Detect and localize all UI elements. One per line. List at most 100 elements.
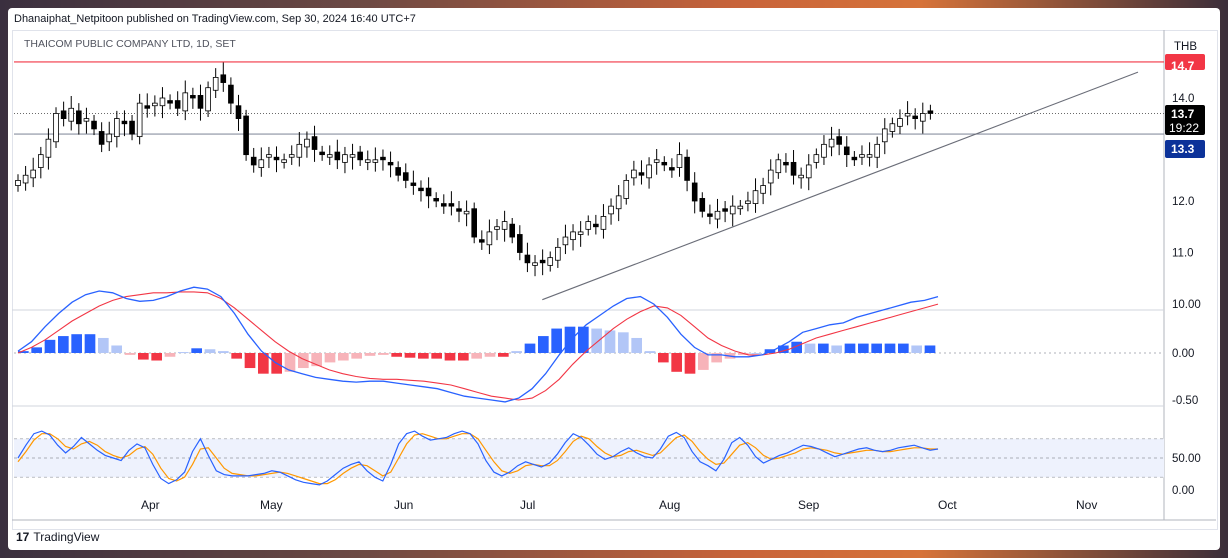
candle-body [669, 167, 675, 171]
macd-axis-ticks: 0.00 -0.50 [1172, 348, 1198, 407]
macd-pane [14, 286, 1164, 403]
trend-line [542, 71, 1139, 301]
candlestick-series [15, 62, 934, 277]
candle-body [623, 179, 630, 199]
candle-body [593, 223, 599, 228]
candle-body [836, 136, 842, 145]
candle-body [638, 172, 645, 176]
time-tick-label: Sep [798, 498, 820, 512]
candle-body [334, 151, 341, 161]
candle-body [357, 151, 363, 161]
candle-body [456, 208, 462, 212]
macd-histogram-bar [844, 343, 856, 353]
macd-tick-label: 0.00 [1172, 348, 1194, 360]
candle-body [486, 231, 493, 246]
macd-histogram-bar [164, 353, 176, 357]
tradingview-brand: TradingView [33, 530, 100, 544]
macd-histogram-bar [511, 351, 522, 353]
candle-body [775, 159, 782, 174]
macd-histogram-bar [498, 353, 509, 357]
macd-histogram-bar [178, 352, 189, 354]
macd-histogram-bar [218, 351, 229, 353]
candle-body [182, 92, 189, 112]
candle-body [494, 226, 500, 230]
candle-body [843, 146, 850, 156]
candle-body [555, 246, 561, 261]
macd-histogram-bar [751, 353, 762, 354]
macd-histogram-bar [298, 353, 309, 369]
time-tick-label: Nov [1076, 498, 1097, 512]
candle-body [174, 100, 181, 109]
macd-histogram-bar [658, 353, 669, 363]
stoch-tick-label: 0.00 [1172, 485, 1194, 497]
candle-body [479, 239, 485, 243]
candle-body [190, 95, 196, 99]
macd-histogram-bar [351, 353, 362, 359]
candle-body [912, 115, 918, 120]
stoch-tick-label: 50.00 [1172, 453, 1201, 465]
candle-body [608, 205, 614, 215]
candle-body [402, 172, 409, 181]
candle-body [676, 154, 683, 168]
candle-body [471, 208, 477, 238]
macd-histogram-bar [44, 339, 56, 353]
candle-body [615, 195, 622, 210]
macd-histogram-bar [418, 353, 429, 359]
candle-body [60, 110, 67, 119]
candle-body [517, 234, 523, 253]
candle-body [866, 154, 873, 158]
candle-body [874, 143, 880, 158]
candle-body [364, 159, 371, 163]
macd-histogram-bar [551, 328, 562, 353]
candle-body [387, 161, 394, 166]
candle-body [699, 198, 706, 212]
macd-histogram-bar [444, 353, 456, 361]
candle-body [752, 190, 759, 204]
macd-histogram-bar [818, 343, 829, 353]
candle-body [813, 154, 820, 163]
macd-histogram-bar [578, 326, 589, 353]
candle-body [532, 262, 538, 266]
macd-histogram-bar [804, 343, 816, 353]
candle-body [114, 118, 120, 138]
macd-histogram-bar [711, 353, 722, 363]
candle-body [745, 200, 751, 204]
macd-histogram-bar [671, 353, 682, 372]
candle-body [661, 161, 668, 166]
candle-body [881, 128, 888, 143]
stoch-axis-ticks: 50.00 0.00 [1172, 453, 1201, 497]
candle-body [729, 205, 736, 215]
candle-body [288, 154, 295, 158]
candle-body [380, 156, 386, 161]
price-chart-svg[interactable]: THB 14.013.012.011.010.00 0.00-0.50 50.0… [8, 8, 1220, 550]
candle-body [577, 231, 584, 235]
macd-histogram-bar [831, 345, 842, 353]
candle-body [228, 84, 234, 104]
candle-body [919, 113, 926, 122]
svg-text:19:22: 19:22 [1169, 121, 1199, 135]
candle-body [98, 131, 105, 145]
candle-body [395, 167, 401, 176]
candle-body [653, 159, 660, 163]
candle-body [798, 174, 804, 179]
candle-body [342, 154, 348, 163]
price-tick-label: 12.0 [1172, 196, 1194, 208]
candle-body [600, 216, 607, 230]
candle-body [167, 100, 173, 104]
candle-body [129, 120, 135, 135]
candle-body [22, 174, 29, 184]
macd-histogram-bar [151, 353, 162, 361]
candle-body [250, 156, 257, 166]
macd-histogram-bar [431, 353, 442, 359]
chart-area[interactable] [12, 30, 1218, 530]
candle-body [767, 169, 774, 184]
candle-body [790, 161, 797, 176]
candle-body [144, 105, 151, 109]
candle-body [243, 115, 249, 156]
macd-histogram-bar [404, 353, 416, 358]
candle-body [570, 231, 576, 241]
candle-body [91, 120, 97, 130]
macd-histogram-bar [378, 353, 389, 355]
candle-body [828, 138, 835, 148]
macd-histogram-bar [71, 334, 82, 353]
